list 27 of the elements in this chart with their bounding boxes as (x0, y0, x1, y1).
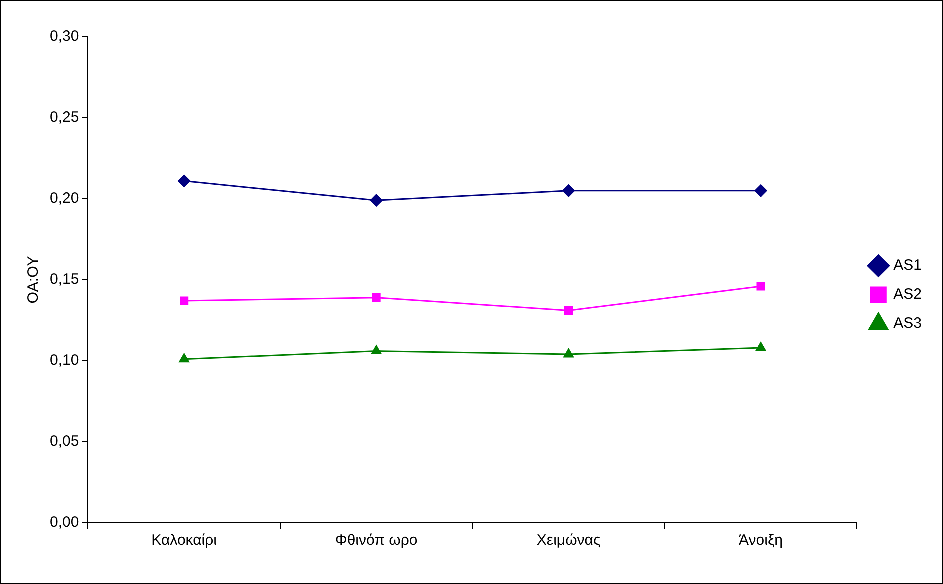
legend-label: AS2 (894, 286, 922, 304)
y-tick-label: 0,30 (50, 28, 80, 46)
point (564, 348, 574, 358)
y-tick-label: 0,10 (50, 352, 80, 370)
x-tick-label: Άνοιξη (739, 532, 784, 550)
y-tick-label: 0,05 (50, 433, 80, 450)
legend-label: AS3 (894, 315, 922, 332)
point (371, 346, 382, 355)
point (756, 282, 766, 291)
point (564, 306, 574, 316)
point (754, 184, 768, 198)
point (180, 296, 189, 306)
x-tick-label: Φθινόπ ωρο (335, 532, 418, 550)
point (372, 294, 381, 302)
point (756, 342, 766, 352)
y-tick-label: 0,00 (50, 514, 80, 532)
point (178, 174, 191, 188)
x-tick-label: Καλοκαίρι (152, 532, 217, 550)
point (370, 194, 383, 207)
y-tick-label: 0,15 (50, 271, 80, 288)
point (179, 354, 190, 363)
point (562, 184, 576, 198)
x-tick-label: Χειμώνας (536, 532, 601, 550)
legend-label: AS1 (894, 257, 922, 274)
y-tick-label: 0,20 (50, 190, 80, 208)
y-tick-label: 0,25 (50, 109, 80, 126)
y-axis-title: OA:OY (25, 256, 42, 304)
